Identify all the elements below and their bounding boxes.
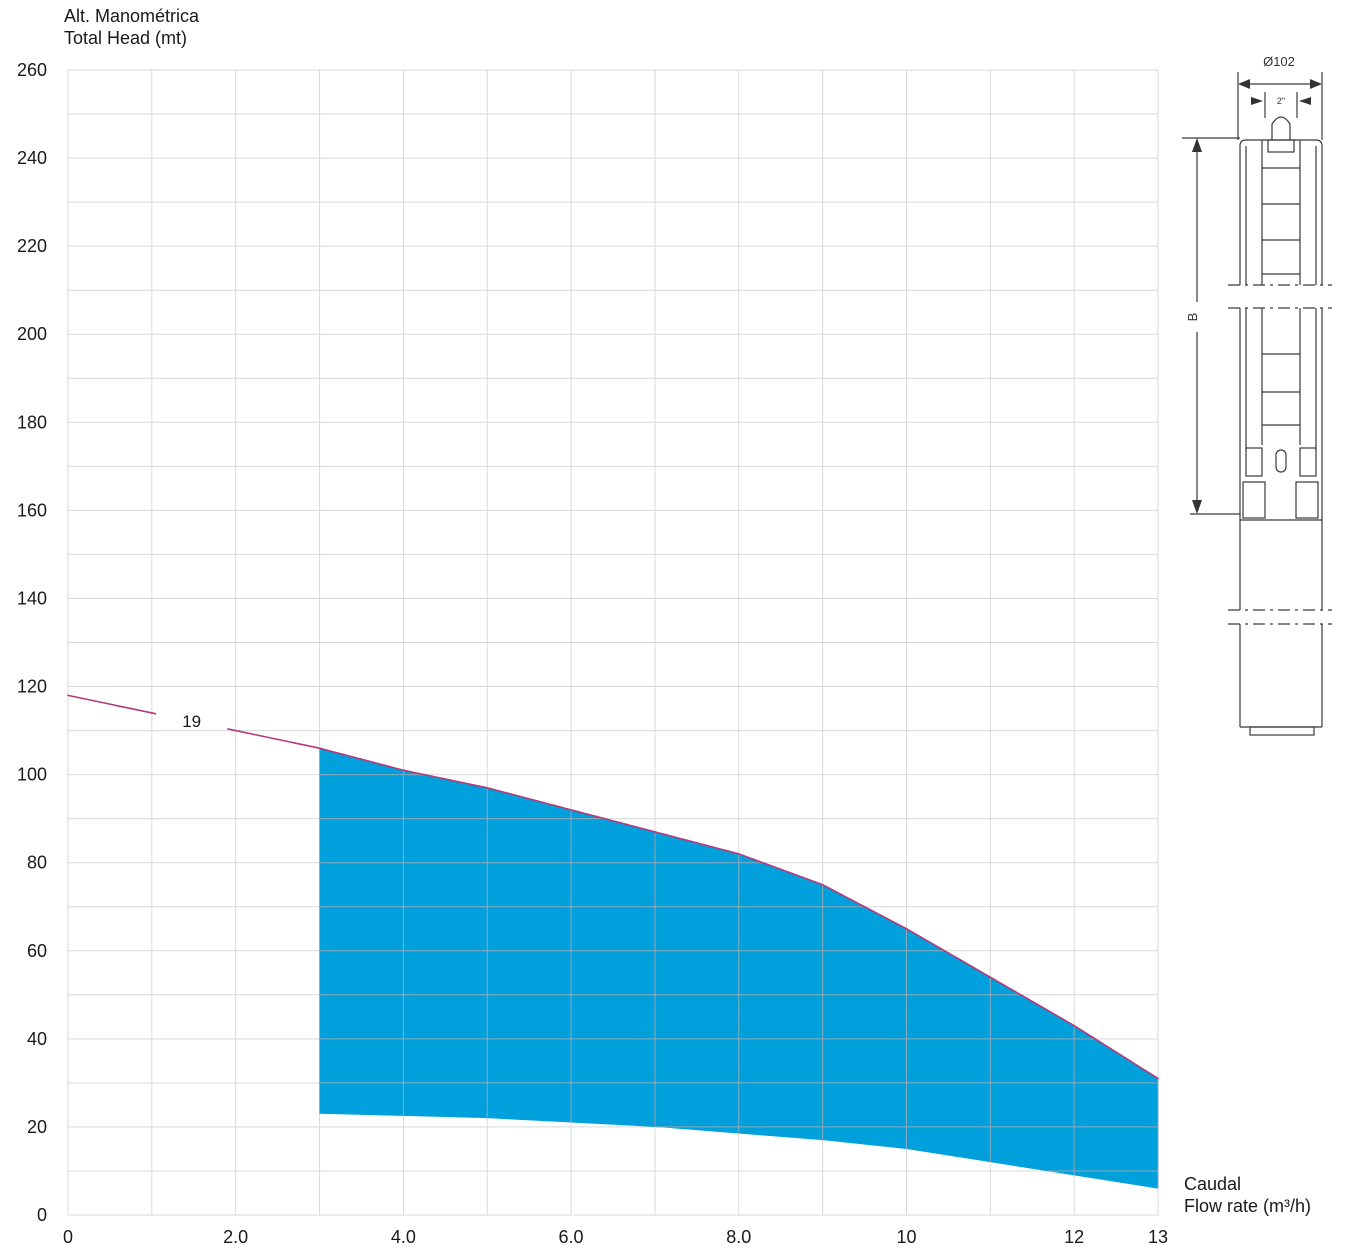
cable-guard (1299, 447, 1317, 477)
curves: 19 (67, 694, 1159, 1080)
y-tick-label: 60 (27, 941, 47, 961)
y-tick-label: 140 (17, 588, 47, 608)
series-point (67, 694, 69, 697)
cable-guard (1245, 447, 1263, 477)
x-tick-label: 2.0 (223, 1227, 248, 1247)
arrow-icon (1299, 97, 1311, 105)
x-tick-label: 13 (1148, 1227, 1168, 1247)
series-point (234, 729, 237, 732)
y-tick-label: 0 (37, 1205, 47, 1225)
pump-body-upper (1239, 139, 1323, 285)
series-point (821, 883, 824, 886)
y-tick-label: 160 (17, 500, 47, 520)
series-line (67, 694, 157, 715)
y-axis-title: Alt. Manométrica Total Head (mt) (64, 5, 199, 49)
suction-slot (1275, 449, 1287, 473)
series-point (654, 831, 656, 833)
diameter-label: Ø102 (1263, 54, 1295, 69)
y-axis-title-line-2: Total Head (mt) (64, 28, 188, 48)
x-tick-label: 8.0 (726, 1227, 751, 1247)
x-tick-label: 6.0 (559, 1227, 584, 1247)
x-tick-label: 12 (1064, 1227, 1084, 1247)
series-point (318, 747, 321, 749)
tick-labels: 0 20 40 60 80 100 120 140 160 180 200 220 240 260 0 2.0… (17, 60, 1168, 1247)
series-point (570, 809, 572, 811)
lifting-eye (1271, 116, 1291, 140)
series-line (227, 728, 1159, 1080)
arrow-icon (1192, 138, 1202, 152)
arrow-icon (1251, 97, 1263, 105)
y-axis-title-line-1: Alt. Manométrica (64, 6, 200, 26)
series-point (486, 787, 489, 789)
y-tick-label: 80 (27, 853, 47, 873)
y-tick-label: 240 (17, 148, 47, 168)
series-label: 19 (182, 712, 201, 731)
discharge-head (1267, 139, 1295, 153)
arrow-icon (1192, 500, 1202, 514)
x-axis-title-line-2: Flow rate (m³/h) (1184, 1196, 1312, 1216)
series-point (402, 769, 405, 772)
series-point (1157, 1077, 1159, 1080)
strainer-block (1295, 481, 1319, 519)
y-tick-label: 260 (17, 60, 47, 80)
series-point (151, 712, 153, 714)
motor-base (1249, 726, 1315, 736)
grid-overlay (319, 748, 1159, 1189)
outlet-label: 2" (1277, 96, 1285, 106)
y-tick-label: 120 (17, 677, 47, 697)
series-point (737, 853, 740, 855)
strainer-block (1242, 481, 1266, 519)
y-tick-label: 180 (17, 412, 47, 432)
arrow-icon (1310, 79, 1322, 89)
x-tick-label: 0 (63, 1227, 73, 1247)
series-point (1073, 1024, 1075, 1027)
series-point (989, 976, 992, 978)
pump-drawing: Ø102 2" (1182, 54, 1332, 736)
arrow-icon (1238, 79, 1250, 89)
y-tick-label: 20 (27, 1117, 47, 1137)
y-tick-label: 40 (27, 1029, 47, 1049)
y-tick-label: 220 (17, 236, 47, 256)
x-axis-title-line-1: Caudal (1184, 1174, 1242, 1194)
series-point (905, 927, 908, 930)
length-label: B (1185, 313, 1200, 322)
x-tick-label: 10 (896, 1227, 916, 1247)
y-tick-label: 200 (17, 324, 47, 344)
x-tick-label: 4.0 (391, 1227, 416, 1247)
y-tick-label: 100 (17, 765, 47, 785)
x-axis-title: Caudal Flow rate (m³/h) (1184, 1173, 1311, 1217)
